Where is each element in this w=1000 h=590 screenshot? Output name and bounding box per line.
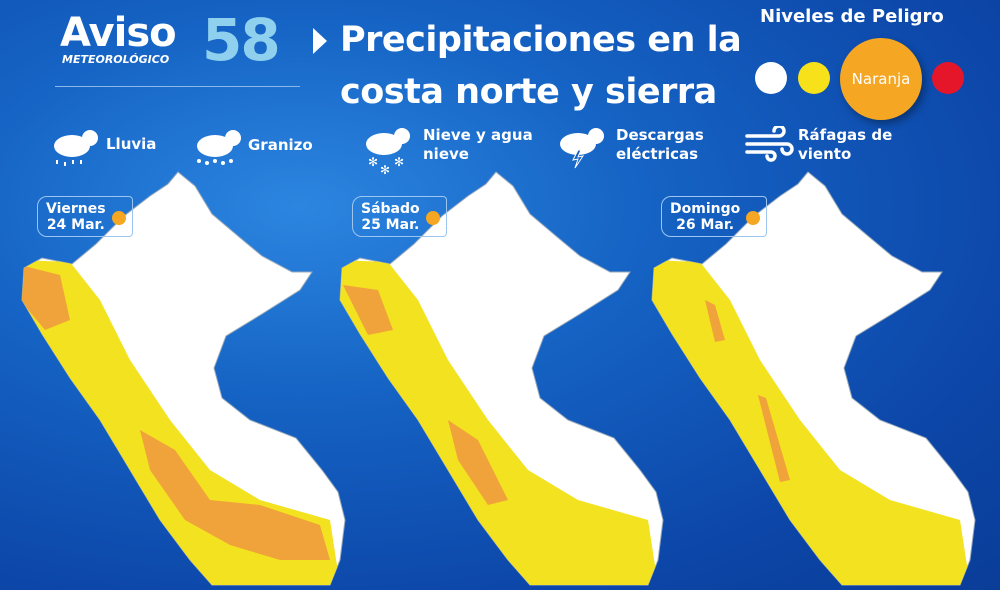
legend-descargas: Descargas eléctricas bbox=[616, 126, 704, 163]
aviso-label: Aviso bbox=[60, 10, 177, 56]
map-domingo bbox=[651, 171, 976, 586]
legend-granizo: Granizo bbox=[248, 136, 313, 154]
orange-zone bbox=[22, 265, 70, 330]
day-date: 25 Mar. bbox=[361, 217, 420, 233]
date-tag-domingo: Domingo 26 Mar. bbox=[661, 196, 768, 237]
svg-text:✻: ✻ bbox=[380, 163, 390, 176]
sun-icon bbox=[111, 211, 126, 225]
level-yellow bbox=[798, 62, 830, 94]
aviso-number: 58 bbox=[202, 6, 281, 74]
sun-icon bbox=[425, 211, 440, 225]
legend-lluvia: Lluvia bbox=[106, 135, 157, 153]
level-white bbox=[755, 62, 787, 94]
title-line-1: Precipitaciones en la bbox=[340, 20, 742, 60]
day-name: Sábado bbox=[361, 201, 420, 217]
divider bbox=[55, 86, 300, 87]
storm-cloud-icon bbox=[556, 124, 606, 173]
orange-zone bbox=[140, 430, 330, 560]
hail-cloud-icon bbox=[193, 126, 243, 175]
sun-icon bbox=[746, 211, 761, 225]
map-viernes bbox=[21, 171, 346, 586]
snow-cloud-icon: ✻ ✻ ✻ bbox=[362, 124, 412, 180]
level-orange-label: Naranja bbox=[851, 70, 911, 88]
day-name: Domingo bbox=[670, 201, 741, 217]
legend-rafagas: Ráfagas de viento bbox=[798, 126, 893, 163]
arrow-right-icon bbox=[313, 28, 327, 54]
map-sabado bbox=[339, 171, 664, 586]
svg-text:✻: ✻ bbox=[394, 155, 404, 169]
rain-cloud-icon bbox=[50, 126, 100, 175]
level-red bbox=[932, 62, 964, 94]
yellow-zone bbox=[22, 260, 340, 585]
day-date: 24 Mar. bbox=[46, 217, 105, 233]
date-tag-sabado: Sábado 25 Mar. bbox=[352, 196, 447, 237]
day-date: 26 Mar. bbox=[676, 217, 735, 233]
svg-text:✻: ✻ bbox=[368, 155, 378, 169]
wind-icon bbox=[745, 124, 795, 166]
date-tag-viernes: Viernes 24 Mar. bbox=[37, 196, 133, 237]
page-title: Precipitaciones en la costa norte y sier… bbox=[340, 14, 742, 118]
title-line-2: costa norte y sierra bbox=[340, 72, 717, 112]
legend-nieve: Nieve y agua nieve bbox=[423, 126, 533, 163]
niveles-title: Niveles de Peligro bbox=[760, 6, 944, 27]
day-name: Viernes bbox=[46, 201, 106, 217]
level-orange: Naranja bbox=[840, 38, 922, 120]
meteorologico-label: METEOROLÓGICO bbox=[62, 53, 170, 66]
